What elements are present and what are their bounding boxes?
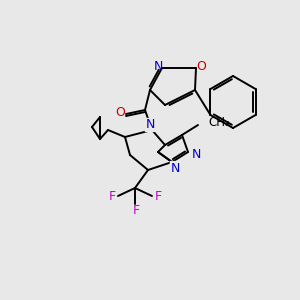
Text: F: F	[108, 190, 116, 203]
Text: N: N	[145, 118, 155, 131]
Text: F: F	[132, 203, 140, 217]
Text: F: F	[154, 190, 162, 203]
Text: N: N	[153, 61, 163, 74]
Text: O: O	[115, 106, 125, 119]
Text: O: O	[196, 61, 206, 74]
Text: N: N	[191, 148, 201, 161]
Text: N: N	[170, 161, 180, 175]
Text: CH₃: CH₃	[208, 116, 230, 130]
